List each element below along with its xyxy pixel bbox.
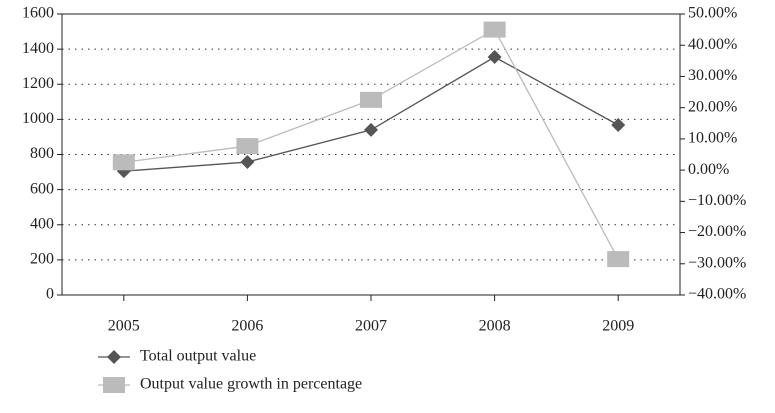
x-tick-label: 2008 — [479, 318, 511, 335]
y-tick-label: 1000 — [22, 110, 54, 127]
y2-tick-label: 30.00% — [688, 67, 737, 84]
y2-tick-label: −20.00% — [688, 223, 746, 240]
marker — [112, 154, 135, 171]
y-tick-label: 400 — [30, 215, 54, 232]
x-tick-label: 2005 — [108, 318, 140, 335]
y2-tick-label: 50.00% — [688, 5, 737, 22]
y2-tick-label: −10.00% — [688, 192, 746, 209]
y2-tick-label: −30.00% — [688, 254, 746, 271]
y-tick-label: 600 — [30, 180, 54, 197]
legend-label: Output value growth in percentage — [140, 376, 362, 393]
marker — [483, 21, 506, 38]
marker — [487, 50, 502, 65]
x-tick-label: 2007 — [355, 318, 387, 335]
plot-frame — [61, 13, 681, 296]
y-tick-label: 0 — [46, 286, 54, 303]
marker — [607, 251, 630, 268]
marker — [107, 350, 121, 364]
y-tick-label: 1600 — [22, 5, 54, 22]
marker — [240, 155, 255, 170]
marker — [611, 117, 626, 132]
y-tick-label: 800 — [30, 145, 54, 162]
y-tick-label: 1400 — [22, 40, 54, 57]
y2-tick-label: 20.00% — [688, 98, 737, 115]
y2-tick-label: 40.00% — [688, 36, 737, 53]
marker — [364, 122, 378, 137]
x-tick-label: 2006 — [231, 318, 263, 335]
marker — [360, 91, 382, 108]
y2-tick-label: 10.00% — [688, 130, 737, 147]
marker — [236, 138, 259, 155]
y2-tick-label: 0.00% — [688, 161, 729, 178]
marker — [103, 377, 125, 393]
y2-tick-label: −40.00% — [688, 286, 746, 303]
y-tick-label: 200 — [30, 251, 54, 268]
x-tick-label: 2009 — [602, 318, 634, 335]
legend-label: Total output value — [140, 348, 256, 365]
y-tick-label: 1200 — [22, 75, 54, 92]
